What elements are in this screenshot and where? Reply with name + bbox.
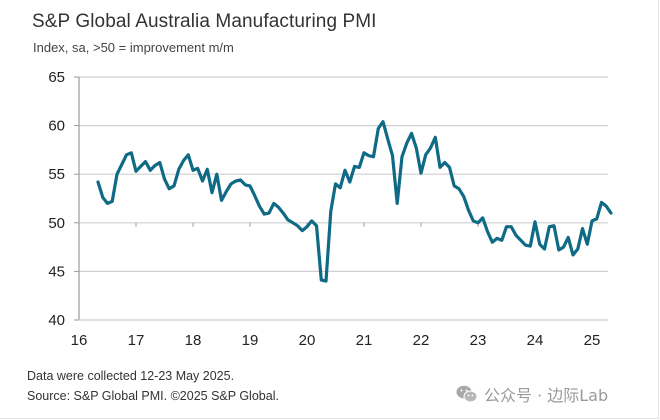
series-line-pmi [96, 120, 613, 283]
x-tick-label-24: 24 [527, 332, 544, 349]
x-tick-label-21: 21 [356, 332, 373, 349]
y-tick-label-50: 50 [48, 215, 65, 232]
y-tick-label-65: 65 [48, 69, 65, 86]
x-tick-label-17: 17 [128, 332, 145, 349]
chart-title: S&P Global Australia Manufacturing PMI [32, 11, 377, 32]
y-tick-label-45: 45 [48, 263, 65, 280]
y-tick-label-60: 60 [48, 118, 65, 135]
y-tick-label-40: 40 [48, 312, 65, 329]
watermark: 公众号 · 边际Lab [456, 382, 608, 406]
wechat-icon [456, 385, 478, 403]
source-note: Source: S&P Global PMI. ©2025 S&P Global… [27, 389, 279, 403]
y-tick-label-55: 55 [48, 166, 65, 183]
x-tick-label-22: 22 [413, 332, 430, 349]
watermark-text: 公众号 · 边际Lab [484, 386, 609, 405]
x-tick-label-23: 23 [470, 332, 487, 349]
x-tick-label-19: 19 [242, 332, 259, 349]
tick-labels: 40 45 50 55 60 65 16 17 18 19 20 21 22 23 24 25 [48, 69, 600, 349]
line-chart: 40 45 50 55 60 65 16 17 18 19 20 21 22 23 24 25 [48, 69, 613, 349]
x-tick-label-18: 18 [185, 332, 202, 349]
x-tick-label-20: 20 [299, 332, 316, 349]
x-tick-label-16: 16 [71, 332, 88, 349]
x-tick-label-25: 25 [584, 332, 601, 349]
data-collection-note: Data were collected 12-23 May 2025. [27, 369, 235, 383]
axes [74, 76, 608, 321]
chart-subtitle: Index, sa, >50 = improvement m/m [33, 40, 234, 55]
series [96, 120, 613, 283]
